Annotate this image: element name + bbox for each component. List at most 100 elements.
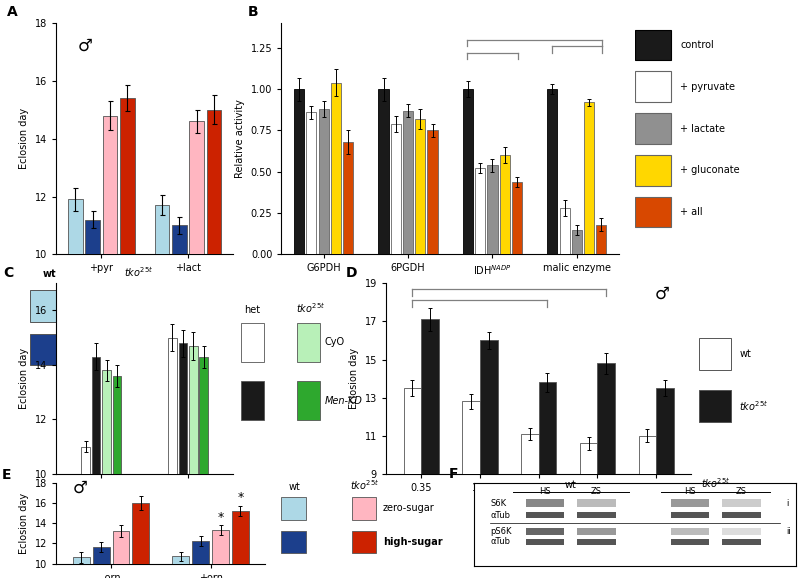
Bar <box>232 511 249 564</box>
Bar <box>330 83 340 254</box>
Bar <box>559 208 569 254</box>
Bar <box>120 98 135 254</box>
Bar <box>81 447 90 474</box>
Bar <box>190 121 204 254</box>
Bar <box>206 110 221 254</box>
Text: $tko^{25t}$: $tko^{25t}$ <box>124 265 153 279</box>
Bar <box>352 497 376 520</box>
Y-axis label: Eclosion day: Eclosion day <box>19 108 29 169</box>
Bar <box>520 434 538 578</box>
Bar <box>281 531 305 554</box>
Text: ♂: ♂ <box>77 37 92 55</box>
Bar <box>192 541 209 564</box>
Bar <box>597 364 614 578</box>
Bar <box>31 290 68 321</box>
Bar <box>655 388 673 578</box>
Bar <box>297 323 320 362</box>
Text: + lactate: + lactate <box>679 124 724 134</box>
Bar <box>583 102 593 254</box>
X-axis label: % yeast: % yeast <box>519 499 557 509</box>
Text: ♂: ♂ <box>654 284 669 302</box>
Bar <box>721 512 760 518</box>
Bar <box>721 539 760 544</box>
Text: Men-KD: Men-KD <box>324 396 362 406</box>
Bar <box>670 528 708 535</box>
Text: $tko^{25t}$: $tko^{25t}$ <box>350 478 379 491</box>
Bar <box>241 323 263 362</box>
Bar <box>462 402 479 578</box>
Bar <box>68 199 83 254</box>
Bar <box>577 512 615 518</box>
Bar <box>634 72 670 102</box>
Bar <box>421 320 438 578</box>
Bar <box>571 229 581 254</box>
Text: αTub: αTub <box>490 538 510 546</box>
Bar <box>402 110 413 254</box>
Bar <box>525 499 564 507</box>
Text: het: het <box>244 305 260 315</box>
Text: wt: wt <box>288 481 300 491</box>
Text: B: B <box>247 5 258 19</box>
Bar <box>378 89 388 254</box>
Bar <box>297 381 320 420</box>
Bar <box>670 499 708 507</box>
Text: CyO: CyO <box>324 338 344 347</box>
Text: *: * <box>217 510 223 524</box>
Bar <box>538 383 556 578</box>
Bar <box>577 528 615 535</box>
Bar <box>199 357 208 474</box>
Text: ZS: ZS <box>590 487 601 497</box>
Text: E: E <box>2 468 11 481</box>
Text: $tko^{25t}$: $tko^{25t}$ <box>296 302 325 315</box>
Bar <box>547 89 556 254</box>
Bar <box>72 557 89 564</box>
Text: S6K: S6K <box>490 499 506 507</box>
Text: αTub: αTub <box>490 510 510 520</box>
Text: D: D <box>346 266 357 280</box>
Bar <box>634 29 670 61</box>
Bar <box>475 168 485 254</box>
Text: wt: wt <box>43 269 56 279</box>
Bar <box>172 557 189 564</box>
Text: + all: + all <box>679 207 702 217</box>
Bar <box>114 334 152 365</box>
Text: $tko^{25t}$: $tko^{25t}$ <box>738 399 768 413</box>
Text: $tko^{25t}$: $tko^{25t}$ <box>700 477 729 491</box>
Bar <box>114 290 152 321</box>
Bar <box>168 338 177 474</box>
Bar <box>403 388 421 578</box>
Bar <box>92 547 109 564</box>
Text: ZS: ZS <box>735 487 746 497</box>
Bar <box>112 376 121 474</box>
Bar <box>154 205 169 254</box>
Bar <box>102 370 111 474</box>
Bar <box>103 116 117 254</box>
Text: + pyruvate: + pyruvate <box>679 82 734 92</box>
Bar <box>577 539 615 544</box>
Text: pS6K: pS6K <box>490 527 512 536</box>
Text: HS: HS <box>539 487 550 497</box>
Bar <box>318 109 328 254</box>
Bar <box>414 119 425 254</box>
Bar <box>112 531 129 564</box>
Text: control: control <box>679 40 713 50</box>
Bar <box>31 334 68 365</box>
Bar <box>499 155 509 254</box>
Text: HS: HS <box>683 487 695 497</box>
Y-axis label: Relative activity: Relative activity <box>235 99 245 178</box>
Bar <box>699 338 730 370</box>
Bar <box>638 436 655 578</box>
Bar <box>670 539 708 544</box>
Bar <box>525 528 564 535</box>
Bar <box>132 503 149 564</box>
Text: zero-sugar: zero-sugar <box>160 301 211 311</box>
Bar <box>343 142 353 254</box>
Text: wt: wt <box>565 480 576 491</box>
Bar <box>721 528 760 535</box>
Bar <box>525 512 564 518</box>
Bar <box>352 531 376 554</box>
Bar <box>596 225 605 254</box>
Bar <box>577 499 615 507</box>
Bar <box>212 530 229 564</box>
Text: i: i <box>785 499 788 507</box>
